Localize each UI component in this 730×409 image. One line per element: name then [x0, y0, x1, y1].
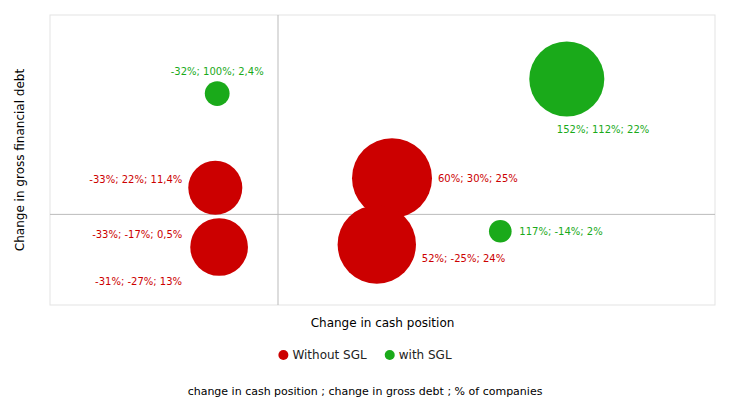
bubble — [338, 205, 416, 283]
plot-frame — [50, 15, 715, 305]
legend-marker — [385, 350, 395, 360]
bubble — [529, 42, 604, 117]
legend-item: Without SGL — [278, 348, 367, 362]
chart-svg: -33%; 22%; 11,4% -33%; -17%; 0,5% -31%; -2… — [0, 0, 730, 409]
bubble-labels: -33%; 22%; 11,4% -33%; -17%; 0,5% -31%; -2… — [89, 66, 649, 286]
bubble — [205, 81, 230, 106]
bubble-label: 52%; -25%; 24% — [422, 253, 505, 264]
bubble-label: -32%; 100%; 2,4% — [171, 66, 264, 77]
bubble-label: 117%; -14%; 2% — [519, 226, 602, 237]
page: {"chart_data": { "type": "scatter", "xla… — [0, 0, 730, 409]
bubbles — [188, 42, 604, 284]
bubble — [190, 218, 248, 276]
bubble-label: 60%; 30%; 25% — [438, 173, 518, 184]
legend: Without SGL with SGL — [278, 348, 452, 362]
y-axis-label: Change in gross financial debt — [13, 69, 27, 252]
bubble-label: -33%; -17%; 0,5% — [92, 229, 182, 240]
legend-label: with SGL — [399, 348, 452, 362]
legend-marker — [278, 350, 288, 360]
bubble — [489, 220, 512, 243]
chart-container: -33%; 22%; 11,4% -33%; -17%; 0,5% -31%; -2… — [0, 0, 730, 409]
legend-item: with SGL — [385, 348, 452, 362]
legend-label: Without SGL — [292, 348, 367, 362]
bubble-label: -33%; 22%; 11,4% — [89, 174, 182, 185]
x-axis-label: Change in cash position — [311, 316, 455, 330]
bubble-label: -31%; -27%; 13% — [95, 276, 182, 287]
bubble — [352, 138, 432, 218]
bubble — [188, 161, 242, 215]
subtitle: change in cash position ; change in gros… — [188, 385, 543, 398]
zero-line-x — [278, 15, 279, 305]
bubble-label: 152%; 112%; 22% — [557, 124, 650, 135]
